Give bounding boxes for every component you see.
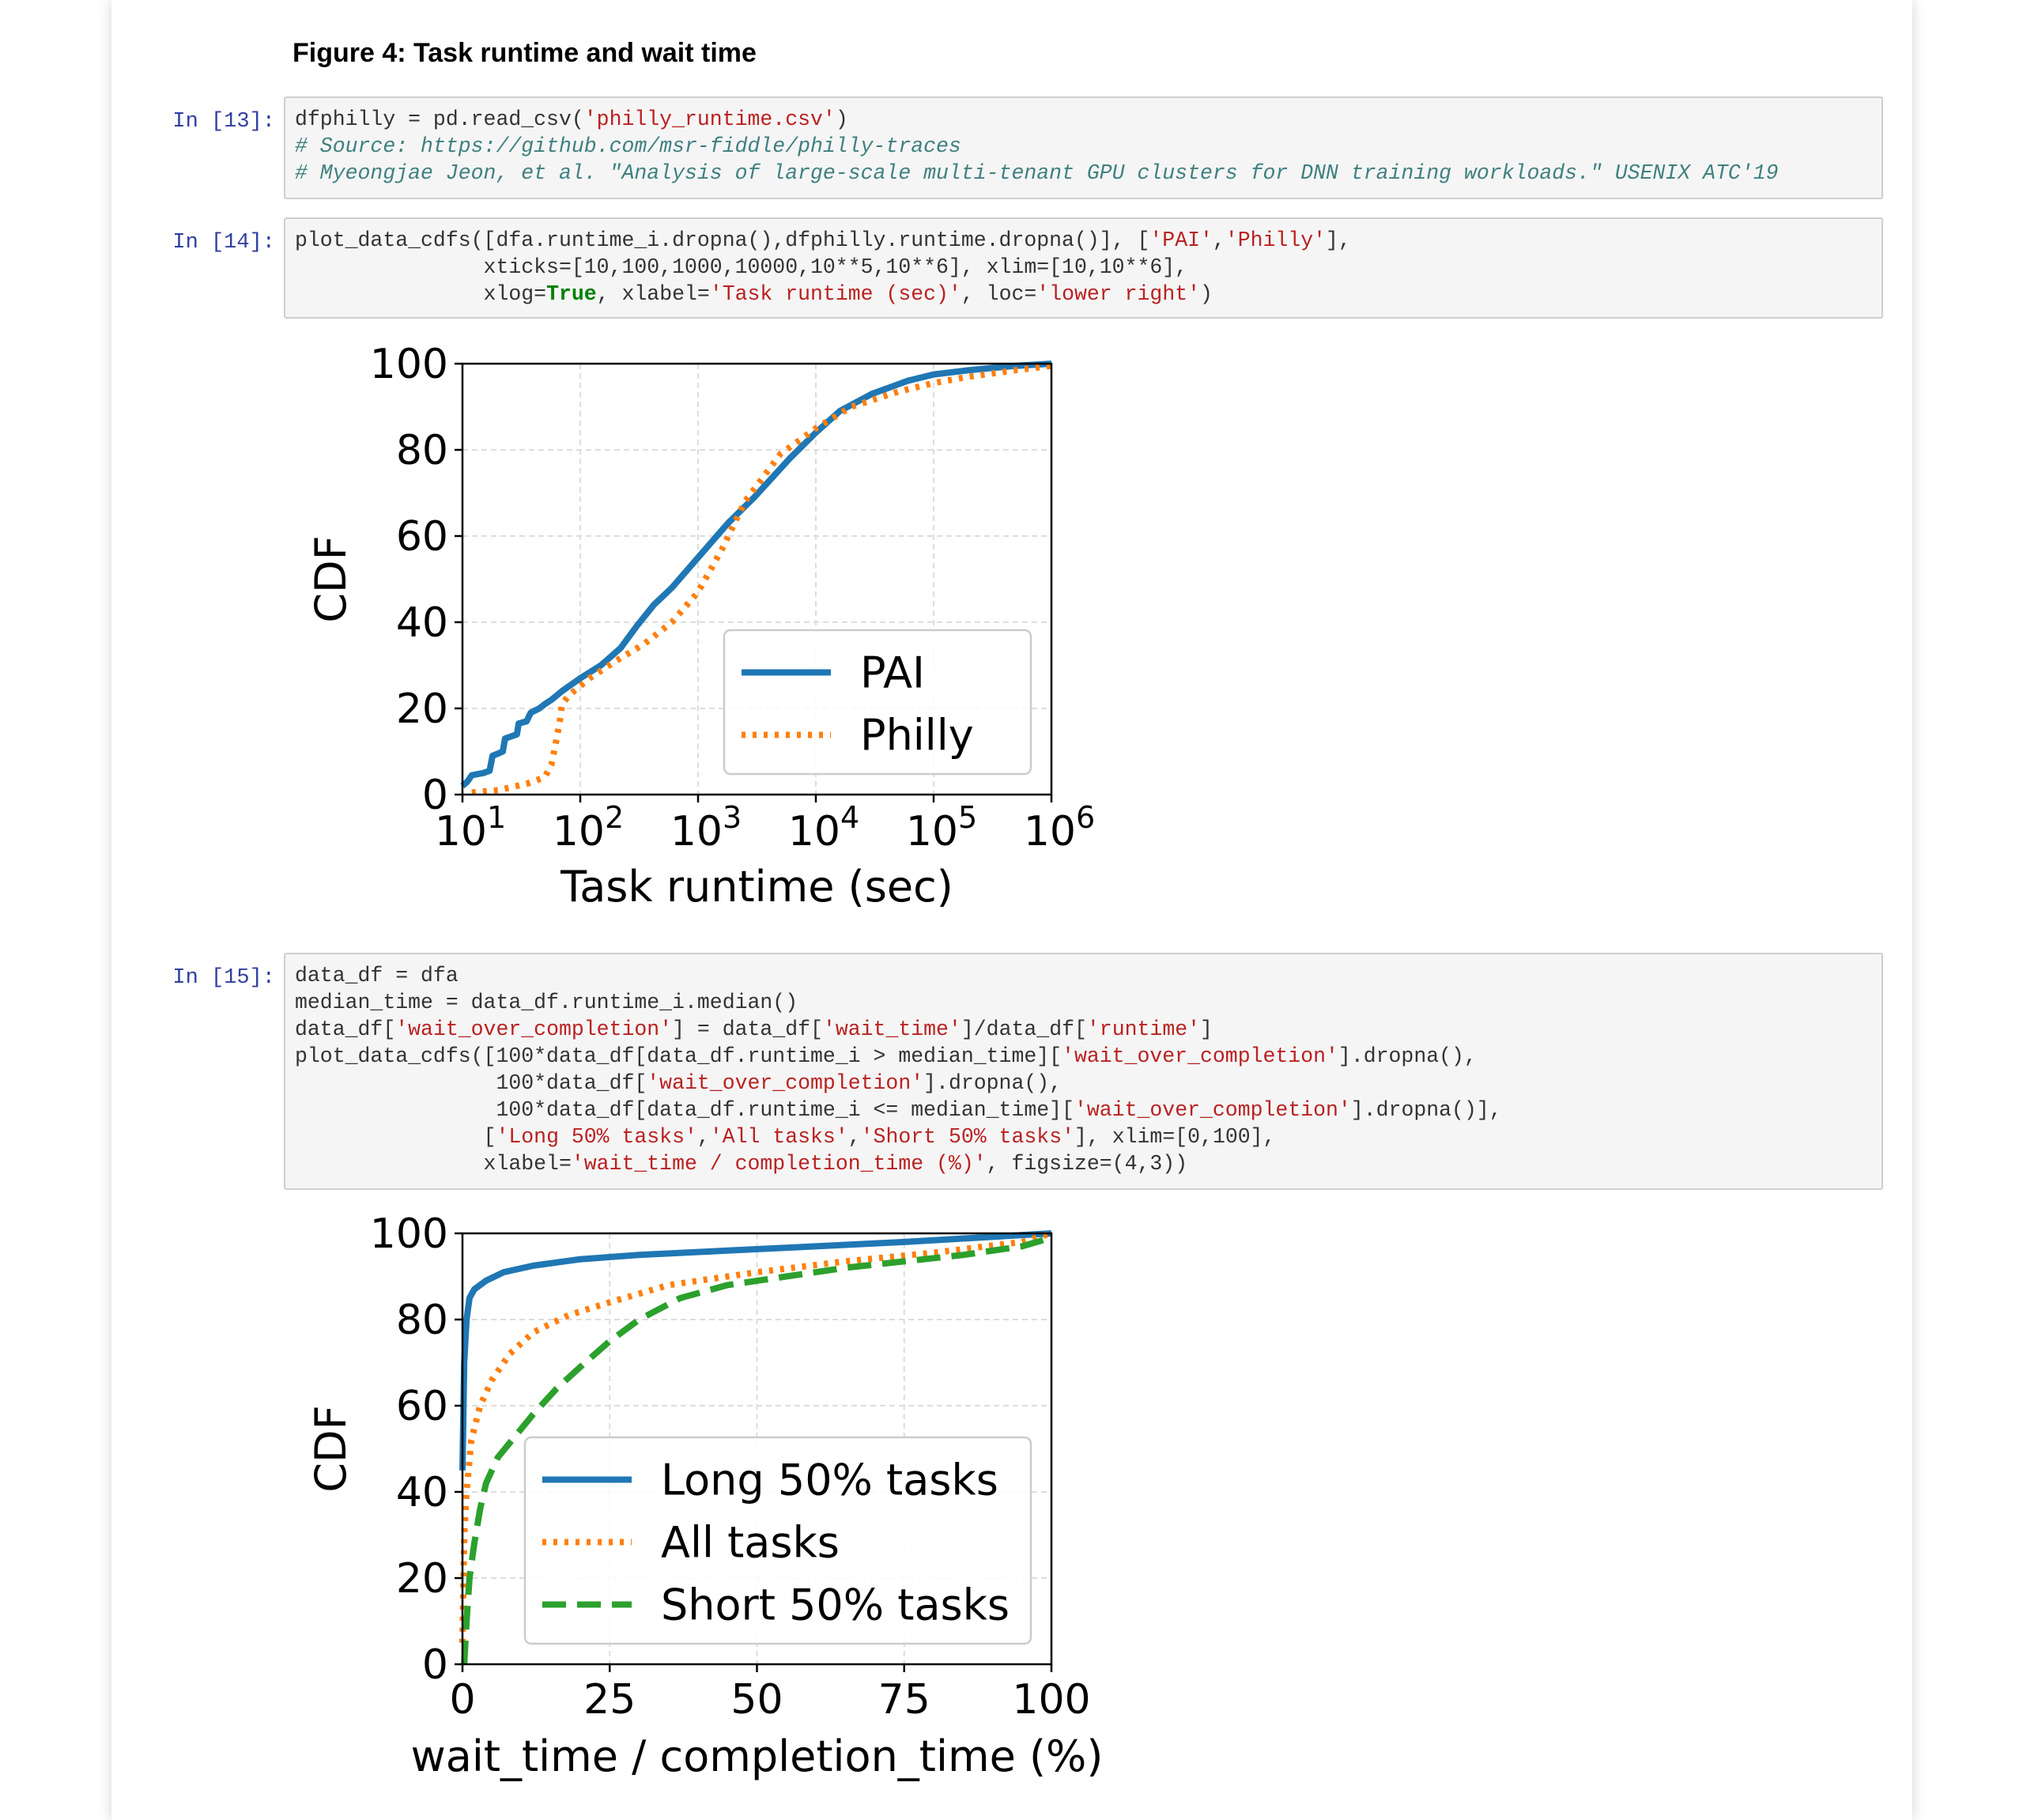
input-prompt-15: In [15]: <box>172 966 275 990</box>
code-text-13: dfphilly = pd.read_csv('philly_runtime.c… <box>295 108 1779 185</box>
y-axis-label: CDF <box>306 535 356 622</box>
code-cell-14[interactable]: plot_data_cdfs([dfa.runtime_i.dropna(),d… <box>284 217 1883 319</box>
x-axis-label: wait_time / completion_time (%) <box>411 1731 1104 1781</box>
plot-frame <box>461 362 1053 796</box>
code-cell-15[interactable]: data_df = dfa median_time = data_df.runt… <box>284 953 1883 1190</box>
x-tick-label: 75 <box>878 1676 930 1724</box>
x-tick-label: 50 <box>730 1676 783 1724</box>
y-tick-label: 20 <box>396 685 448 733</box>
x-tick-label: 0 <box>449 1676 475 1724</box>
wait-ratio-cdf-chart: 0 25 50 75 100 0 20 40 60 80 100 wait_time / comple… <box>306 1210 1104 1781</box>
x-tick-label: 105 <box>906 800 977 855</box>
y-tick-label: 0 <box>422 772 448 819</box>
legend: PAI Philly <box>723 629 1032 776</box>
legend-label-1: Long 50% tasks <box>661 1456 998 1505</box>
legend-label-1: PAI <box>860 648 925 698</box>
x-tick-label: 102 <box>553 800 624 855</box>
runtime-cdf-chart: 101 102 103 104 105 106 0 20 40 60 80 100 Task runti… <box>306 341 1095 912</box>
y-tick-label: 0 <box>422 1641 448 1689</box>
y-tick-label: 20 <box>396 1555 448 1603</box>
x-tick-label: 104 <box>788 800 859 855</box>
x-tick-label: 103 <box>670 800 742 855</box>
x-tick-label: 100 <box>1012 1676 1090 1724</box>
legend-label-2: Philly <box>860 711 974 761</box>
x-tick-label: 106 <box>1024 800 1095 855</box>
code-text-14: plot_data_cdfs([dfa.runtime_i.dropna(),d… <box>295 228 1351 306</box>
input-prompt-13: In [13]: <box>172 110 275 134</box>
x-tick-label: 101 <box>435 800 506 855</box>
code-cell-13[interactable]: dfphilly = pd.read_csv('philly_runtime.c… <box>284 96 1883 199</box>
y-tick-label: 40 <box>396 1469 448 1516</box>
legend-box <box>523 1436 1032 1645</box>
series-line-1 <box>460 361 1052 789</box>
series-line-3 <box>461 1234 1053 1665</box>
input-prompt-14: In [14]: <box>172 231 275 255</box>
y-tick-label: 80 <box>396 427 448 474</box>
code-text-15: data_df = dfa median_time = data_df.runt… <box>295 964 1502 1176</box>
legend-label-2: All tasks <box>661 1518 840 1568</box>
x-axis-label: Task runtime (sec) <box>560 862 953 912</box>
legend-label-3: Short 50% tasks <box>661 1580 1010 1630</box>
figure-heading: Figure 4: Task runtime and wait time <box>293 38 757 68</box>
y-tick-label: 80 <box>396 1297 448 1344</box>
y-tick-label: 100 <box>370 1210 448 1258</box>
y-tick-label: 60 <box>396 1383 448 1430</box>
series-line-1 <box>459 1230 1052 1471</box>
y-tick-label: 60 <box>396 513 448 561</box>
y-tick-label: 40 <box>396 599 448 647</box>
x-tick-label: 25 <box>583 1676 636 1724</box>
legend: Long 50% tasks All tasks Short 50% tasks <box>523 1436 1032 1645</box>
y-axis-label: CDF <box>306 1405 356 1492</box>
y-tick-label: 100 <box>370 341 448 388</box>
